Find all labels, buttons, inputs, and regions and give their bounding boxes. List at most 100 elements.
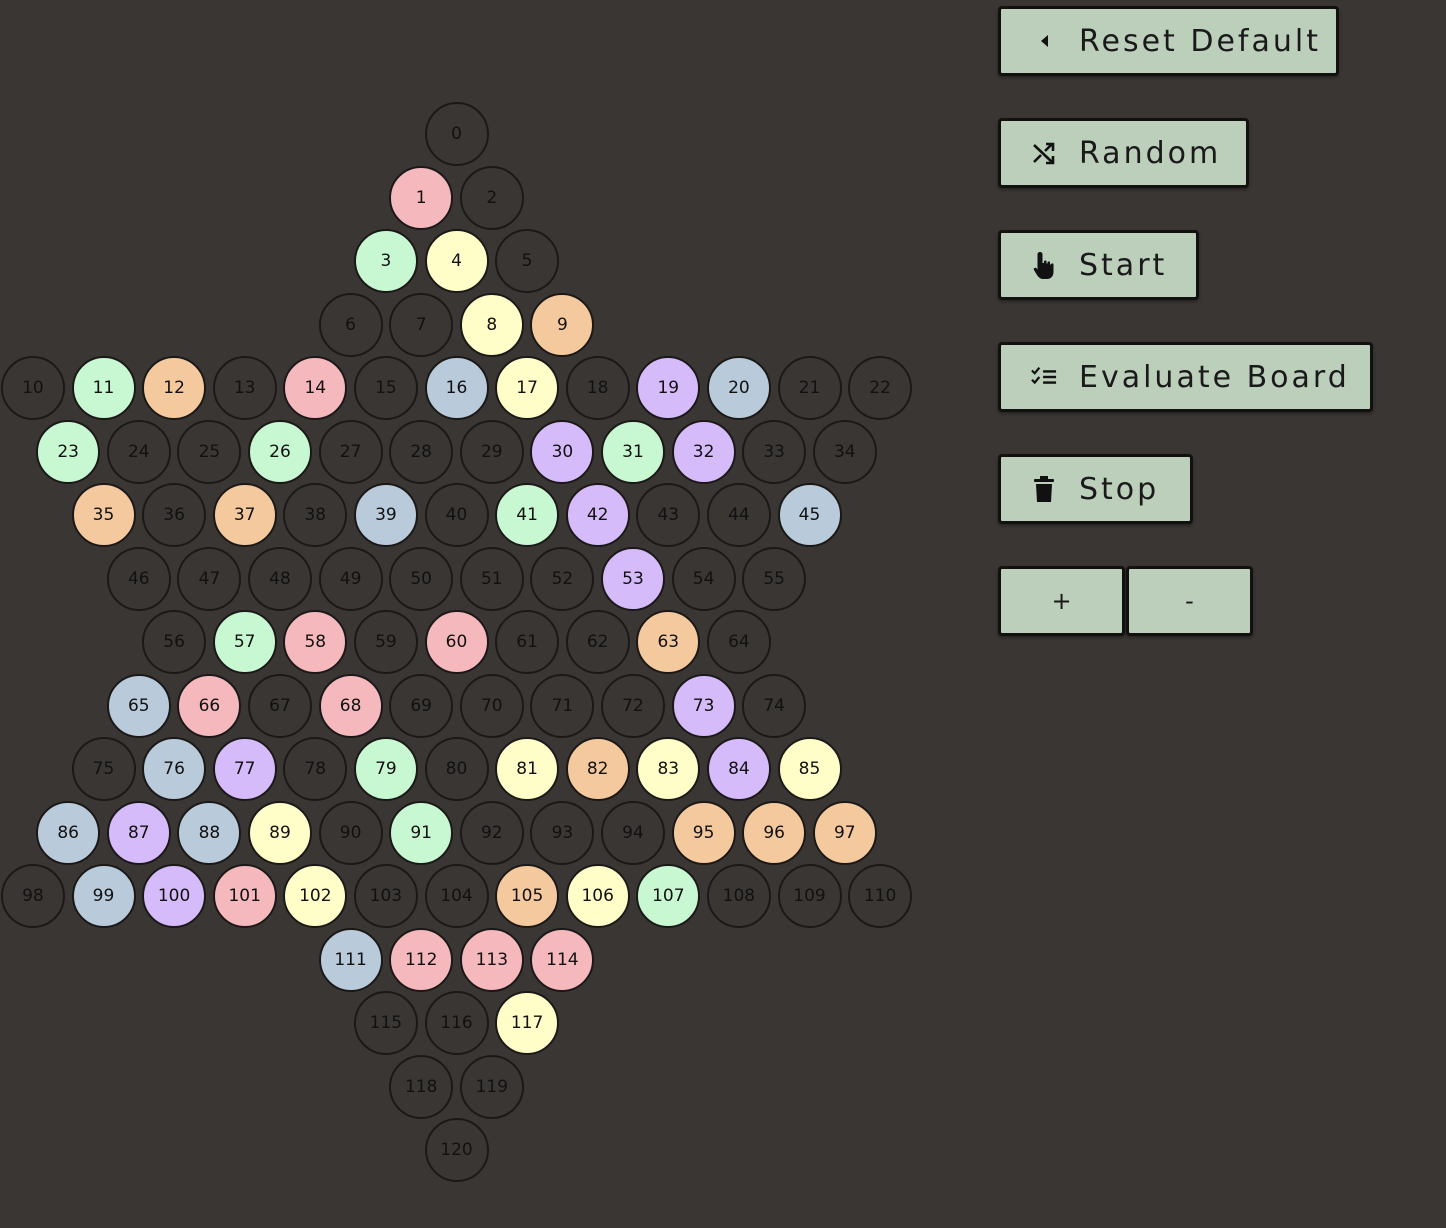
reset-default-button[interactable]: Reset Default <box>998 6 1339 76</box>
start-button[interactable]: Start <box>998 230 1199 300</box>
board-hole-96[interactable]: 96 <box>742 800 807 865</box>
board-hole-72[interactable]: 72 <box>601 673 665 738</box>
board-hole-93[interactable]: 93 <box>530 800 595 865</box>
board-hole-19[interactable]: 19 <box>636 356 701 420</box>
board-hole-84[interactable]: 84 <box>706 737 771 801</box>
board-hole-33[interactable]: 33 <box>742 419 807 484</box>
board-hole-31[interactable]: 31 <box>601 419 665 484</box>
board-hole-56[interactable]: 56 <box>142 610 207 674</box>
board-hole-75[interactable]: 75 <box>71 737 136 801</box>
board-hole-40[interactable]: 40 <box>424 483 489 547</box>
board-hole-103[interactable]: 103 <box>353 864 418 928</box>
board-hole-115[interactable]: 115 <box>353 991 418 1055</box>
board-hole-113[interactable]: 113 <box>459 927 524 992</box>
board-hole-63[interactable]: 63 <box>636 610 701 674</box>
board-hole-102[interactable]: 102 <box>283 864 348 928</box>
board-hole-12[interactable]: 12 <box>142 356 207 420</box>
board-hole-44[interactable]: 44 <box>706 483 771 547</box>
random-button[interactable]: Random <box>998 118 1249 188</box>
board-hole-99[interactable]: 99 <box>71 864 136 928</box>
board-hole-55[interactable]: 55 <box>742 546 807 611</box>
board-hole-60[interactable]: 60 <box>424 610 489 674</box>
board-hole-64[interactable]: 64 <box>706 610 771 674</box>
board-hole-114[interactable]: 114 <box>530 927 595 992</box>
board-hole-66[interactable]: 66 <box>177 673 242 738</box>
board-hole-97[interactable]: 97 <box>812 800 877 865</box>
evaluate-board-button[interactable]: Evaluate Board <box>998 342 1373 412</box>
board-hole-27[interactable]: 27 <box>318 419 383 484</box>
board-hole-77[interactable]: 77 <box>212 737 277 801</box>
board-hole-9[interactable]: 9 <box>530 292 595 357</box>
board-hole-49[interactable]: 49 <box>318 546 383 611</box>
board-hole-98[interactable]: 98 <box>0 864 65 928</box>
board-hole-16[interactable]: 16 <box>424 356 489 420</box>
board-hole-28[interactable]: 28 <box>389 419 454 484</box>
board-hole-86[interactable]: 86 <box>36 800 101 865</box>
board-hole-1[interactable]: 1 <box>389 165 454 230</box>
board-hole-118[interactable]: 118 <box>389 1054 454 1119</box>
board-hole-110[interactable]: 110 <box>848 864 913 928</box>
board-hole-11[interactable]: 11 <box>71 356 136 420</box>
board-hole-10[interactable]: 10 <box>0 356 65 420</box>
board-hole-74[interactable]: 74 <box>742 673 807 738</box>
board-hole-32[interactable]: 32 <box>671 419 736 484</box>
board-hole-5[interactable]: 5 <box>495 229 560 293</box>
board-hole-69[interactable]: 69 <box>389 673 454 738</box>
board-hole-25[interactable]: 25 <box>177 419 242 484</box>
board-hole-20[interactable]: 20 <box>706 356 771 420</box>
board-hole-62[interactable]: 62 <box>565 610 630 674</box>
board-hole-87[interactable]: 87 <box>106 800 171 865</box>
board-hole-120[interactable]: 120 <box>424 1118 489 1182</box>
board-hole-18[interactable]: 18 <box>565 356 630 420</box>
stop-button[interactable]: Stop <box>998 454 1193 524</box>
board-hole-35[interactable]: 35 <box>71 483 136 547</box>
board-hole-89[interactable]: 89 <box>248 800 312 865</box>
board-hole-107[interactable]: 107 <box>636 864 701 928</box>
board-hole-7[interactable]: 7 <box>389 292 454 357</box>
board-hole-47[interactable]: 47 <box>177 546 242 611</box>
board-hole-46[interactable]: 46 <box>106 546 171 611</box>
board-hole-52[interactable]: 52 <box>530 546 595 611</box>
board-hole-68[interactable]: 68 <box>318 673 383 738</box>
board-hole-65[interactable]: 65 <box>106 673 171 738</box>
board-hole-100[interactable]: 100 <box>142 864 207 928</box>
board-hole-108[interactable]: 108 <box>706 864 771 928</box>
board-hole-104[interactable]: 104 <box>424 864 489 928</box>
board-hole-76[interactable]: 76 <box>142 737 207 801</box>
board-hole-15[interactable]: 15 <box>353 356 418 420</box>
board-hole-80[interactable]: 80 <box>424 737 489 801</box>
board-hole-101[interactable]: 101 <box>212 864 277 928</box>
board-hole-13[interactable]: 13 <box>212 356 277 420</box>
board-hole-41[interactable]: 41 <box>495 483 560 547</box>
board-hole-45[interactable]: 45 <box>777 483 842 547</box>
board-hole-42[interactable]: 42 <box>565 483 630 547</box>
board-hole-70[interactable]: 70 <box>459 673 524 738</box>
board-hole-71[interactable]: 71 <box>530 673 595 738</box>
board-hole-83[interactable]: 83 <box>636 737 701 801</box>
board-hole-17[interactable]: 17 <box>495 356 560 420</box>
board-hole-34[interactable]: 34 <box>812 419 877 484</box>
board-hole-50[interactable]: 50 <box>389 546 454 611</box>
board-hole-117[interactable]: 117 <box>495 991 560 1055</box>
board-hole-30[interactable]: 30 <box>530 419 595 484</box>
board-hole-51[interactable]: 51 <box>459 546 524 611</box>
board-hole-29[interactable]: 29 <box>459 419 524 484</box>
board-hole-36[interactable]: 36 <box>142 483 207 547</box>
minus-button[interactable]: - <box>1126 566 1253 636</box>
board-hole-73[interactable]: 73 <box>671 673 736 738</box>
board-hole-14[interactable]: 14 <box>283 356 348 420</box>
board-hole-109[interactable]: 109 <box>777 864 842 928</box>
board-hole-85[interactable]: 85 <box>777 737 842 801</box>
board-hole-0[interactable]: 0 <box>424 102 489 166</box>
board-hole-8[interactable]: 8 <box>459 292 524 357</box>
board-hole-21[interactable]: 21 <box>777 356 842 420</box>
board-hole-22[interactable]: 22 <box>848 356 913 420</box>
board-hole-58[interactable]: 58 <box>283 610 348 674</box>
board-hole-88[interactable]: 88 <box>177 800 242 865</box>
board-hole-39[interactable]: 39 <box>353 483 418 547</box>
board-hole-78[interactable]: 78 <box>283 737 348 801</box>
board-hole-91[interactable]: 91 <box>389 800 454 865</box>
board-hole-4[interactable]: 4 <box>424 229 489 293</box>
board-hole-82[interactable]: 82 <box>565 737 630 801</box>
board-hole-24[interactable]: 24 <box>106 419 171 484</box>
